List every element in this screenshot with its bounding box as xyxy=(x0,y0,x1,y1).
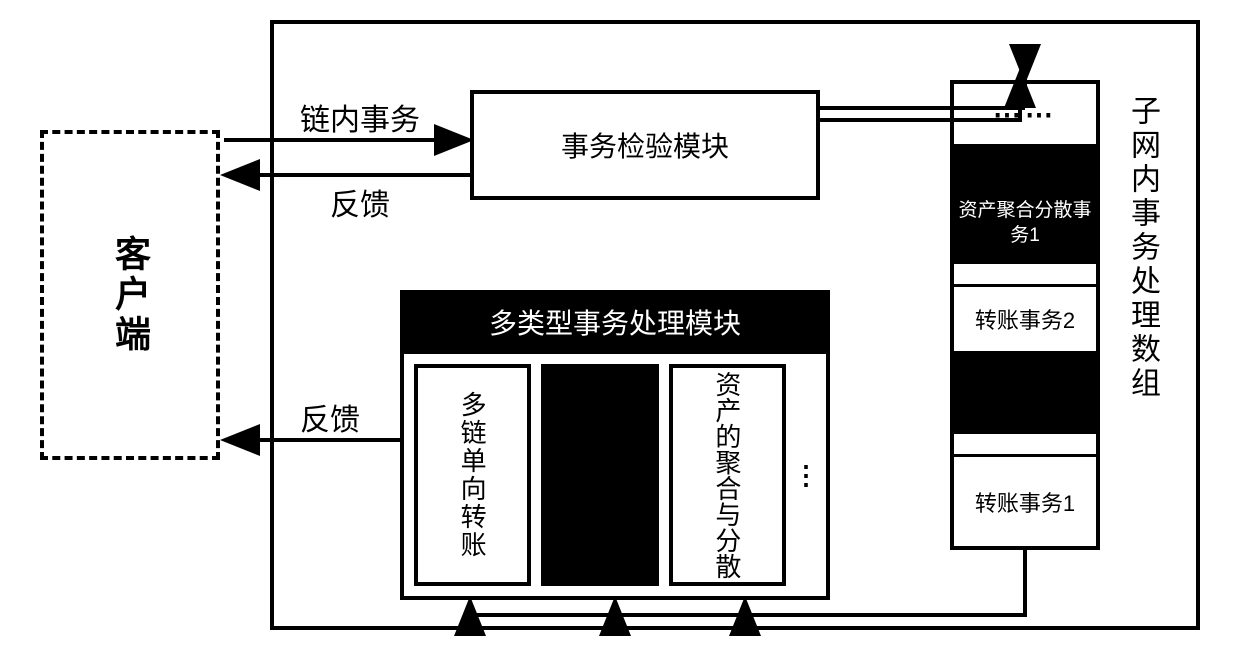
queue-cell-0: ⋯⋯ xyxy=(954,84,1096,144)
queue-cell-2: 资产聚合分散事务1 xyxy=(954,184,1096,264)
verify-module: 事务检验模块 xyxy=(470,90,820,200)
queue-cell-4-label: 转账事务2 xyxy=(975,303,1075,335)
queue-side-label-text: 子网内事务处理数组 xyxy=(1120,95,1164,401)
module-item-2: 资产的聚合与分散 xyxy=(669,364,786,586)
module-ellipsis: ⋮ xyxy=(796,364,816,586)
module-header-label: 多类型事务处理模块 xyxy=(489,302,741,342)
queue-cell-3 xyxy=(954,264,1096,284)
module-body: 多链单向转账 资产的聚合与分散 ⋮ xyxy=(414,364,816,586)
queue-cell-6 xyxy=(954,434,1096,454)
queue-cell-7: 转账事务1 xyxy=(954,454,1096,546)
verify-label: 事务检验模块 xyxy=(561,125,729,165)
queue-box: ⋯⋯ 资产聚合分散事务1 转账事务2 转账事务1 xyxy=(950,80,1100,550)
arrow-label-feedback1: 反馈 xyxy=(330,180,390,224)
arrow-label-intratx: 链内事务 xyxy=(300,95,420,139)
queue-side-label: 子网内事务处理数组 xyxy=(1120,95,1164,406)
queue-cell-7-label: 转账事务1 xyxy=(975,486,1075,518)
module-item-2-label: 资产的聚合与分散 xyxy=(709,371,746,579)
queue-cell-2-label: 资产聚合分散事务1 xyxy=(958,199,1092,248)
client-label: 客户端 xyxy=(104,235,156,355)
processing-module: 多类型事务处理模块 多链单向转账 资产的聚合与分散 ⋮ xyxy=(400,290,830,600)
queue-cell-4: 转账事务2 xyxy=(954,284,1096,354)
queue-cell-5 xyxy=(954,354,1096,434)
queue-cell-0-label: ⋯⋯ xyxy=(993,98,1057,131)
module-item-1 xyxy=(541,364,658,586)
module-item-0-label: 多链单向转账 xyxy=(454,391,491,559)
ellipsis-icon: ⋮ xyxy=(793,460,819,491)
module-item-0: 多链单向转账 xyxy=(414,364,531,586)
module-header: 多类型事务处理模块 xyxy=(404,294,826,354)
arrow-label-feedback2: 反馈 xyxy=(300,395,360,439)
queue-cell-1 xyxy=(954,144,1096,184)
client-box: 客户端 xyxy=(40,130,220,460)
